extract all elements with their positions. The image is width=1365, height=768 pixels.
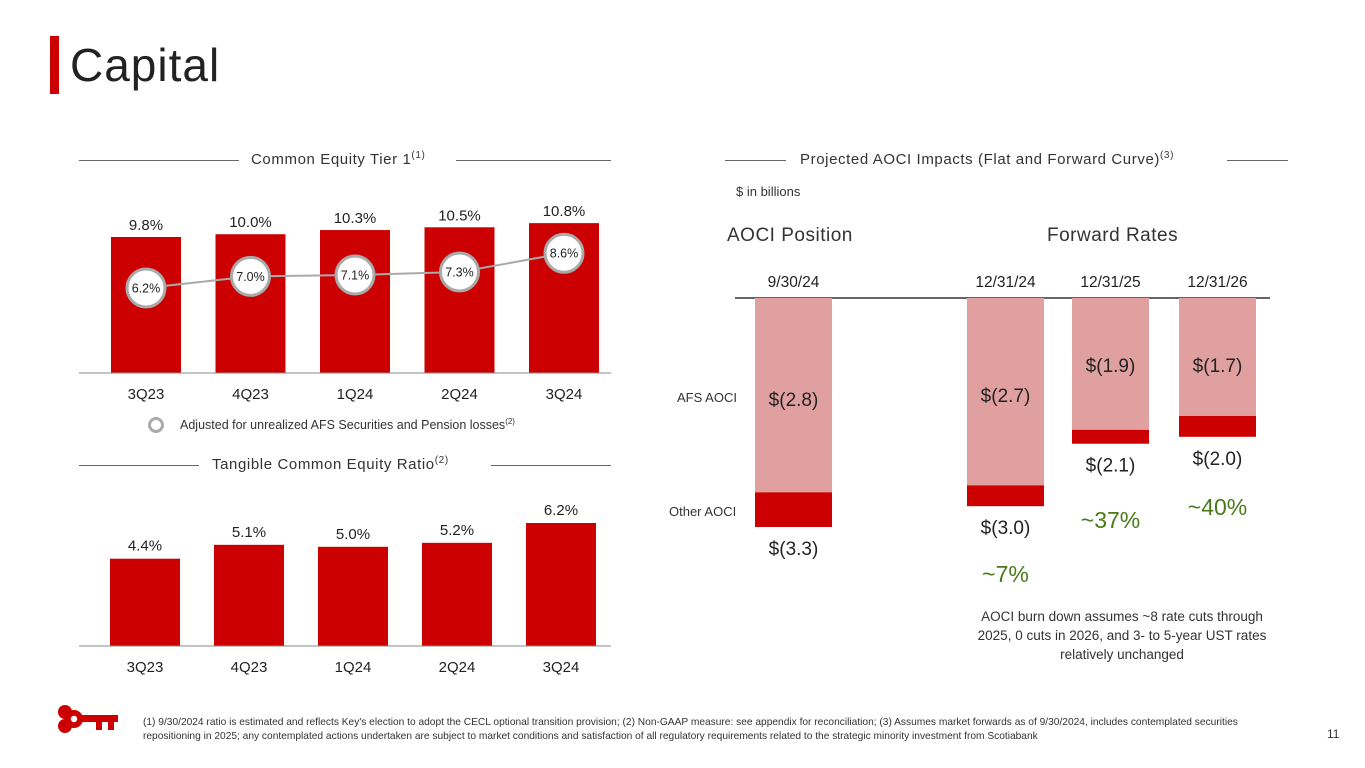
other-aoci-row-label: Other AOCI: [669, 504, 737, 519]
aoci-section-title: Projected AOCI Impacts (Flat and Forward…: [800, 150, 1175, 168]
tce-category-label: 1Q24: [335, 659, 372, 676]
tce-category-label: 2Q24: [439, 659, 476, 676]
cet1-bar: [424, 227, 495, 373]
legend-adjusted-marker-icon: [148, 417, 164, 433]
tce-section-title: Tangible Common Equity Ratio(2): [212, 455, 449, 473]
legend-adjusted-text: Adjusted for unrealized AFS Securities a…: [180, 417, 515, 433]
tce-bar-label: 5.1%: [232, 524, 266, 541]
cet1-adjusted-point: [125, 267, 167, 309]
aoci-date-label: 9/30/24: [768, 274, 820, 291]
footnote: (1) 9/30/2024 ratio is estimated and ref…: [143, 717, 1238, 742]
cet1-bar-label: 10.3%: [334, 210, 377, 227]
tce-bar: [526, 523, 596, 646]
aoci-total-label: $(2.1): [1086, 456, 1136, 477]
cet1-bar-label: 10.8%: [543, 203, 586, 220]
aoci-reduction-label: ~40%: [1188, 494, 1247, 520]
cet1-adjusted-label: 7.0%: [236, 270, 265, 284]
aoci-date-label: 12/31/25: [1080, 274, 1140, 291]
tce-bar: [422, 542, 492, 646]
tce-category-label: 4Q23: [231, 659, 268, 676]
afs-aoci-row-label: AFS AOCI: [677, 390, 737, 405]
cet1-category-label: 3Q24: [546, 386, 583, 403]
aoci-afs-label: $(2.8): [769, 390, 819, 411]
tce-bar: [214, 544, 284, 646]
cet1-header-line-right: [456, 160, 611, 161]
cet1-adjusted-label: 6.2%: [132, 282, 161, 296]
aoci-header-line-right: [1227, 160, 1288, 161]
forward-rates-header: Forward Rates: [1047, 225, 1179, 246]
cet1-bar-label: 9.8%: [129, 217, 163, 234]
aoci-burn-down-note: AOCI burn down assumes ~8 rate cuts thro…: [977, 609, 1267, 662]
cet1-bar-label: 10.0%: [229, 214, 272, 231]
cet1-adjusted-point: [334, 254, 376, 296]
key-logo-icon: [58, 705, 118, 733]
cet1-category-label: 2Q24: [441, 386, 478, 403]
aoci-date-label: 12/31/26: [1187, 274, 1247, 291]
cet1-adjusted-point: [543, 232, 585, 274]
aoci-afs-bar: [1179, 298, 1256, 416]
aoci-total-label: $(2.0): [1193, 449, 1243, 470]
tce-category-label: 3Q24: [543, 659, 580, 676]
tce-bar-label: 5.2%: [440, 522, 474, 539]
tce-category-label: 3Q23: [127, 659, 164, 676]
cet1-category-label: 4Q23: [232, 386, 269, 403]
aoci-reduction-label: ~37%: [1081, 507, 1140, 533]
aoci-units-label: $ in billions: [736, 184, 801, 199]
cet1-header-line-left: [79, 160, 239, 161]
aoci-total-label: $(3.3): [769, 539, 819, 560]
cet1-bar: [320, 230, 390, 373]
aoci-other-bar: [755, 492, 832, 527]
tce-bar-label: 5.0%: [336, 526, 370, 543]
tce-header-line-left: [79, 465, 199, 466]
cet1-adjusted-point: [439, 251, 480, 293]
aoci-afs-label: $(2.7): [981, 386, 1031, 407]
page-title: Capital: [70, 39, 221, 91]
aoci-other-bar: [1179, 415, 1256, 437]
aoci-afs-bar: [1072, 298, 1149, 430]
aoci-header-line-left: [725, 160, 786, 161]
aoci-afs-label: $(1.9): [1086, 356, 1136, 377]
tce-bar-label: 6.2%: [544, 502, 578, 519]
aoci-afs-label: $(1.7): [1193, 356, 1243, 377]
cet1-bar: [215, 234, 286, 373]
tce-bar: [110, 558, 180, 646]
cet1-adjusted-point: [230, 255, 271, 297]
page-number: 11: [1327, 727, 1340, 741]
aoci-other-bar: [1072, 429, 1149, 444]
cet1-category-label: 1Q24: [337, 386, 374, 403]
cet1-category-label: 3Q23: [128, 386, 165, 403]
tce-bar: [318, 546, 388, 646]
cet1-adjusted-label: 7.1%: [341, 268, 370, 282]
tce-header-line-right: [491, 465, 611, 466]
aoci-date-label: 12/31/24: [975, 274, 1036, 291]
aoci-afs-bar: [755, 298, 832, 493]
aoci-reduction-label: ~7%: [982, 561, 1029, 587]
aoci-total-label: $(3.0): [981, 518, 1031, 539]
aoci-other-bar: [967, 485, 1044, 507]
tce-bar-label: 4.4%: [128, 538, 162, 555]
cet1-bar-label: 10.5%: [438, 207, 481, 224]
aoci-position-header: AOCI Position: [727, 225, 853, 246]
aoci-afs-bar: [967, 298, 1044, 486]
cet1-section-title: Common Equity Tier 1(1): [251, 150, 426, 168]
cet1-adjusted-label: 8.6%: [550, 247, 579, 261]
title-accent-bar: [50, 36, 59, 94]
cet1-adjusted-label: 7.3%: [445, 266, 474, 280]
